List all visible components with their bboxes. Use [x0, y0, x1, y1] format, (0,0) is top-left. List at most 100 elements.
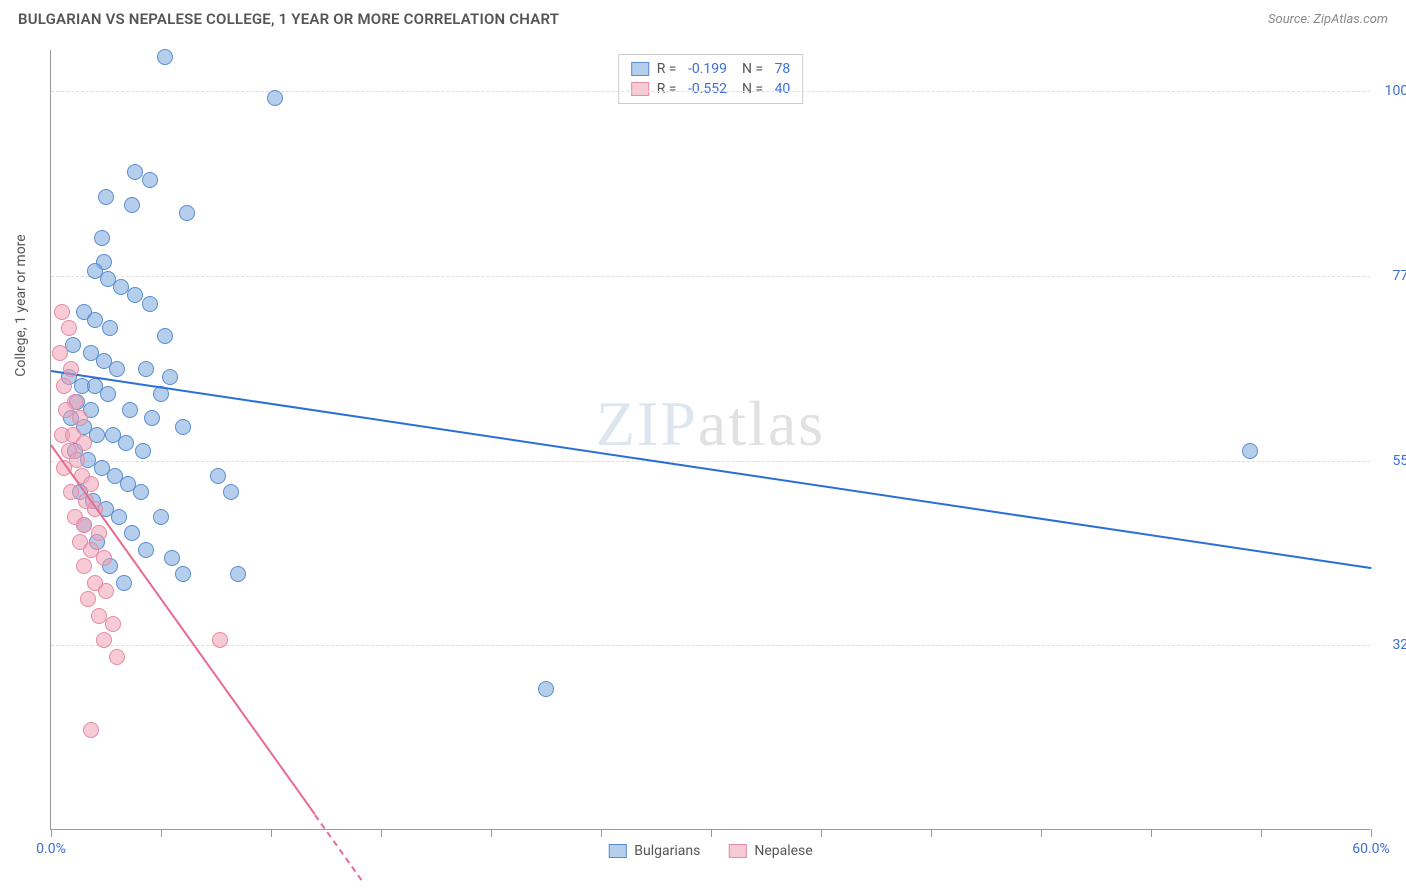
- data-point: [212, 632, 228, 648]
- x-tick: [381, 829, 382, 837]
- y-tick-label: 77.5%: [1375, 268, 1406, 284]
- data-point: [142, 296, 158, 312]
- legend-swatch: [631, 62, 649, 76]
- x-tick: [931, 829, 932, 837]
- data-point: [76, 517, 92, 533]
- legend-n-value: 40: [775, 81, 791, 97]
- data-point: [162, 369, 178, 385]
- x-tick: [1261, 829, 1262, 837]
- legend-r-value: -0.552: [688, 81, 727, 97]
- data-point: [157, 49, 173, 65]
- x-tick: [601, 829, 602, 837]
- data-point: [144, 410, 160, 426]
- data-point: [142, 172, 158, 188]
- legend-row: R = -0.552 N = 40: [631, 79, 791, 99]
- series-legend: Bulgarians Nepalese: [608, 843, 812, 859]
- data-point: [105, 616, 121, 632]
- trend-line: [51, 370, 1371, 569]
- data-point: [175, 419, 191, 435]
- data-point: [54, 304, 70, 320]
- data-point: [1242, 443, 1258, 459]
- data-point: [63, 361, 79, 377]
- watermark: ZIPatlas: [596, 387, 825, 461]
- data-point: [56, 378, 72, 394]
- data-point: [102, 320, 118, 336]
- data-point: [124, 197, 140, 213]
- scatter-chart: College, 1 year or more ZIPatlas R = -0.…: [50, 50, 1370, 830]
- data-point: [98, 583, 114, 599]
- legend-n-value: 78: [775, 61, 791, 77]
- legend-swatch: [608, 844, 626, 858]
- correlation-legend: R = -0.199 N = 78R = -0.552 N = 40: [618, 54, 804, 104]
- data-point: [210, 468, 226, 484]
- data-point: [223, 484, 239, 500]
- data-point: [127, 164, 143, 180]
- x-tick-label: 60.0%: [1352, 841, 1390, 857]
- data-point: [127, 287, 143, 303]
- trend-line-dashed: [314, 814, 362, 880]
- data-point: [157, 328, 173, 344]
- data-point: [175, 566, 191, 582]
- y-axis-label: College, 1 year or more: [13, 234, 29, 376]
- gridline: [51, 276, 1370, 277]
- legend-label: Nepalese: [754, 843, 812, 859]
- x-tick: [1151, 829, 1152, 837]
- chart-header: BULGARIAN VS NEPALESE COLLEGE, 1 YEAR OR…: [0, 0, 1406, 34]
- legend-row: R = -0.199 N = 78: [631, 59, 791, 79]
- trend-line: [50, 445, 316, 816]
- legend-r-value: -0.199: [688, 61, 727, 77]
- chart-source: Source: ZipAtlas.com: [1268, 12, 1388, 27]
- watermark-atlas: atlas: [698, 388, 825, 459]
- x-tick: [1371, 829, 1372, 837]
- data-point: [94, 230, 110, 246]
- data-point: [76, 435, 92, 451]
- data-point: [80, 591, 96, 607]
- x-tick: [491, 829, 492, 837]
- legend-r-label: R =: [657, 81, 680, 97]
- data-point: [138, 542, 154, 558]
- chart-title: BULGARIAN VS NEPALESE COLLEGE, 1 YEAR OR…: [18, 10, 559, 28]
- x-tick: [161, 829, 162, 837]
- data-point: [109, 361, 125, 377]
- data-point: [91, 525, 107, 541]
- data-point: [61, 320, 77, 336]
- x-tick: [821, 829, 822, 837]
- data-point: [124, 525, 140, 541]
- x-tick: [271, 829, 272, 837]
- x-tick: [1041, 829, 1042, 837]
- data-point: [52, 345, 68, 361]
- legend-item: Bulgarians: [608, 843, 700, 859]
- data-point: [164, 550, 180, 566]
- y-tick-label: 100.0%: [1375, 83, 1406, 99]
- data-point: [267, 90, 283, 106]
- legend-swatch: [631, 82, 649, 96]
- data-point: [179, 205, 195, 221]
- data-point: [72, 410, 88, 426]
- data-point: [153, 509, 169, 525]
- legend-label: Bulgarians: [634, 843, 700, 859]
- data-point: [109, 649, 125, 665]
- data-point: [230, 566, 246, 582]
- gridline: [51, 91, 1370, 92]
- data-point: [96, 550, 112, 566]
- data-point: [118, 435, 134, 451]
- x-tick-label: 0.0%: [36, 841, 66, 857]
- data-point: [100, 386, 116, 402]
- data-point: [116, 575, 132, 591]
- data-point: [76, 558, 92, 574]
- data-point: [133, 484, 149, 500]
- legend-n-label: N =: [735, 61, 767, 77]
- data-point: [138, 361, 154, 377]
- legend-item: Nepalese: [728, 843, 812, 859]
- legend-r-label: R =: [657, 61, 680, 77]
- data-point: [135, 443, 151, 459]
- data-point: [111, 509, 127, 525]
- legend-n-label: N =: [735, 81, 767, 97]
- data-point: [96, 632, 112, 648]
- data-point: [83, 722, 99, 738]
- gridline: [51, 461, 1370, 462]
- y-tick-label: 55.0%: [1375, 453, 1406, 469]
- data-point: [63, 484, 79, 500]
- data-point: [122, 402, 138, 418]
- legend-swatch: [728, 844, 746, 858]
